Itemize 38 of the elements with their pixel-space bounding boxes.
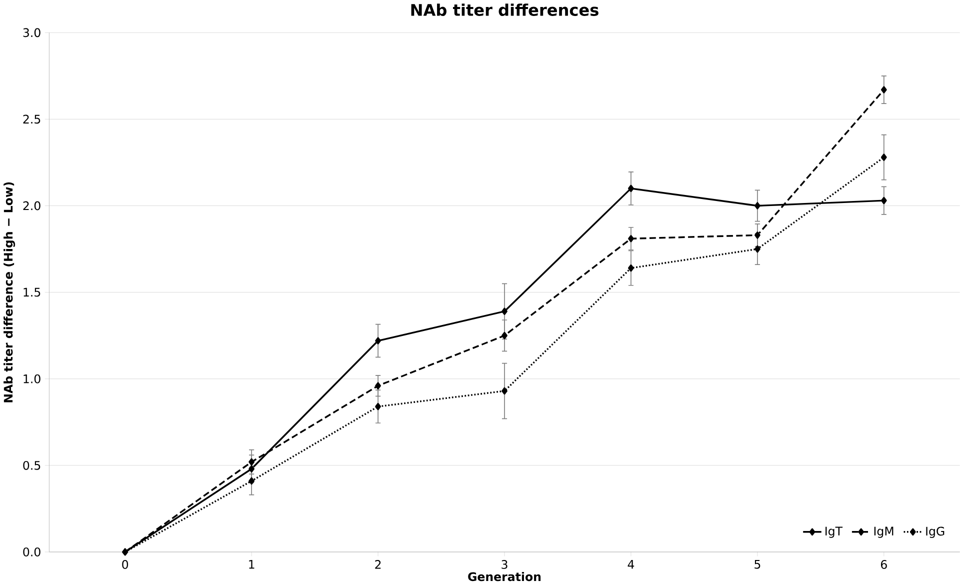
y-axis-title: NAb titer difference (High − Low) [4,182,16,402]
point [754,246,760,253]
y-tick-label: 2.5 [23,114,40,124]
legend-label: IgG [926,526,944,538]
y-tick-label: 1.0 [24,374,40,384]
x-axis-title: Generation [468,572,541,582]
point [628,184,634,192]
point [628,235,634,242]
x-tick-label: 2 [375,560,381,569]
x-tick-label: 0 [122,560,128,570]
x-tick-label: 6 [880,560,887,570]
point [754,232,760,239]
y-tick-label: 2.0 [23,201,40,210]
point [880,86,887,94]
point [880,154,887,162]
x-tick-label: 3 [502,560,508,570]
legend-label: IgM [874,526,894,538]
point [248,477,255,485]
y-tick-label: 0.5 [23,461,40,470]
point [375,337,381,345]
legend-label: IgT [826,526,843,538]
point [502,308,508,316]
point [375,403,381,410]
y-tick-label: 0.0 [23,548,40,557]
point [880,197,887,204]
point [502,387,508,395]
x-tick-label: 4 [628,560,634,569]
x-tick-label: 1 [249,560,254,569]
x-tick-label: 5 [754,560,760,569]
y-tick-label: 3.0 [23,28,40,38]
chart-title: NAb titer differences [411,4,598,16]
point [754,202,760,210]
point [628,264,634,272]
point [248,465,255,473]
y-tick-label: 1.5 [24,288,40,297]
point [375,382,381,390]
point [502,332,508,340]
point [248,458,255,466]
